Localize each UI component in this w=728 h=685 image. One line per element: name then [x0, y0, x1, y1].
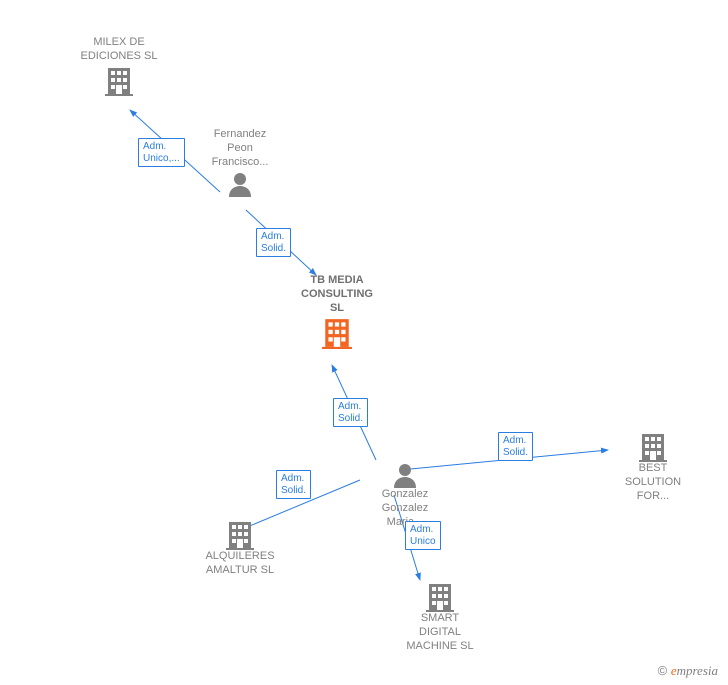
node-label: BEST SOLUTION FOR...	[608, 462, 698, 503]
building-icon	[64, 66, 174, 96]
node-label: SMART DIGITAL MACHINE SL	[390, 612, 490, 653]
building-icon	[190, 520, 290, 550]
node-smart[interactable]: SMART DIGITAL MACHINE SL	[390, 582, 490, 655]
edge-label-gonzalez-tbmedia: Adm. Solid.	[333, 398, 368, 427]
edge-label-fernandez-milex: Adm. Unico,...	[138, 138, 185, 167]
building-icon	[608, 432, 698, 462]
node-label: MILEX DE EDICIONES SL	[64, 36, 174, 64]
node-alquileres[interactable]: ALQUILERES AMALTUR SL	[190, 520, 290, 580]
brand-rest: mpresia	[677, 663, 718, 678]
edge-label-gonzalez-best: Adm. Solid.	[498, 432, 533, 461]
building-icon	[287, 317, 387, 349]
node-label: ALQUILERES AMALTUR SL	[190, 550, 290, 578]
node-milex[interactable]: MILEX DE EDICIONES SL	[64, 36, 174, 96]
edge-label-fernandez-tbmedia: Adm. Solid.	[256, 228, 291, 257]
copyright-symbol: ©	[658, 663, 668, 678]
building-icon	[390, 582, 490, 612]
node-label: Fernandez Peon Francisco...	[195, 128, 285, 169]
edges-layer	[0, 0, 728, 685]
edge-label-gonzalez-smart: Adm. Unico	[405, 521, 441, 550]
person-icon	[195, 171, 285, 197]
node-tbmedia[interactable]: TB MEDIA CONSULTING SL	[287, 274, 387, 349]
person-icon	[360, 462, 450, 488]
node-fernandez[interactable]: Fernandez Peon Francisco...	[195, 128, 285, 197]
footer-copyright: © empresia	[658, 663, 718, 679]
edge-label-gonzalez-alquileres: Adm. Solid.	[276, 470, 311, 499]
node-best[interactable]: BEST SOLUTION FOR...	[608, 432, 698, 505]
node-label: TB MEDIA CONSULTING SL	[287, 274, 387, 315]
